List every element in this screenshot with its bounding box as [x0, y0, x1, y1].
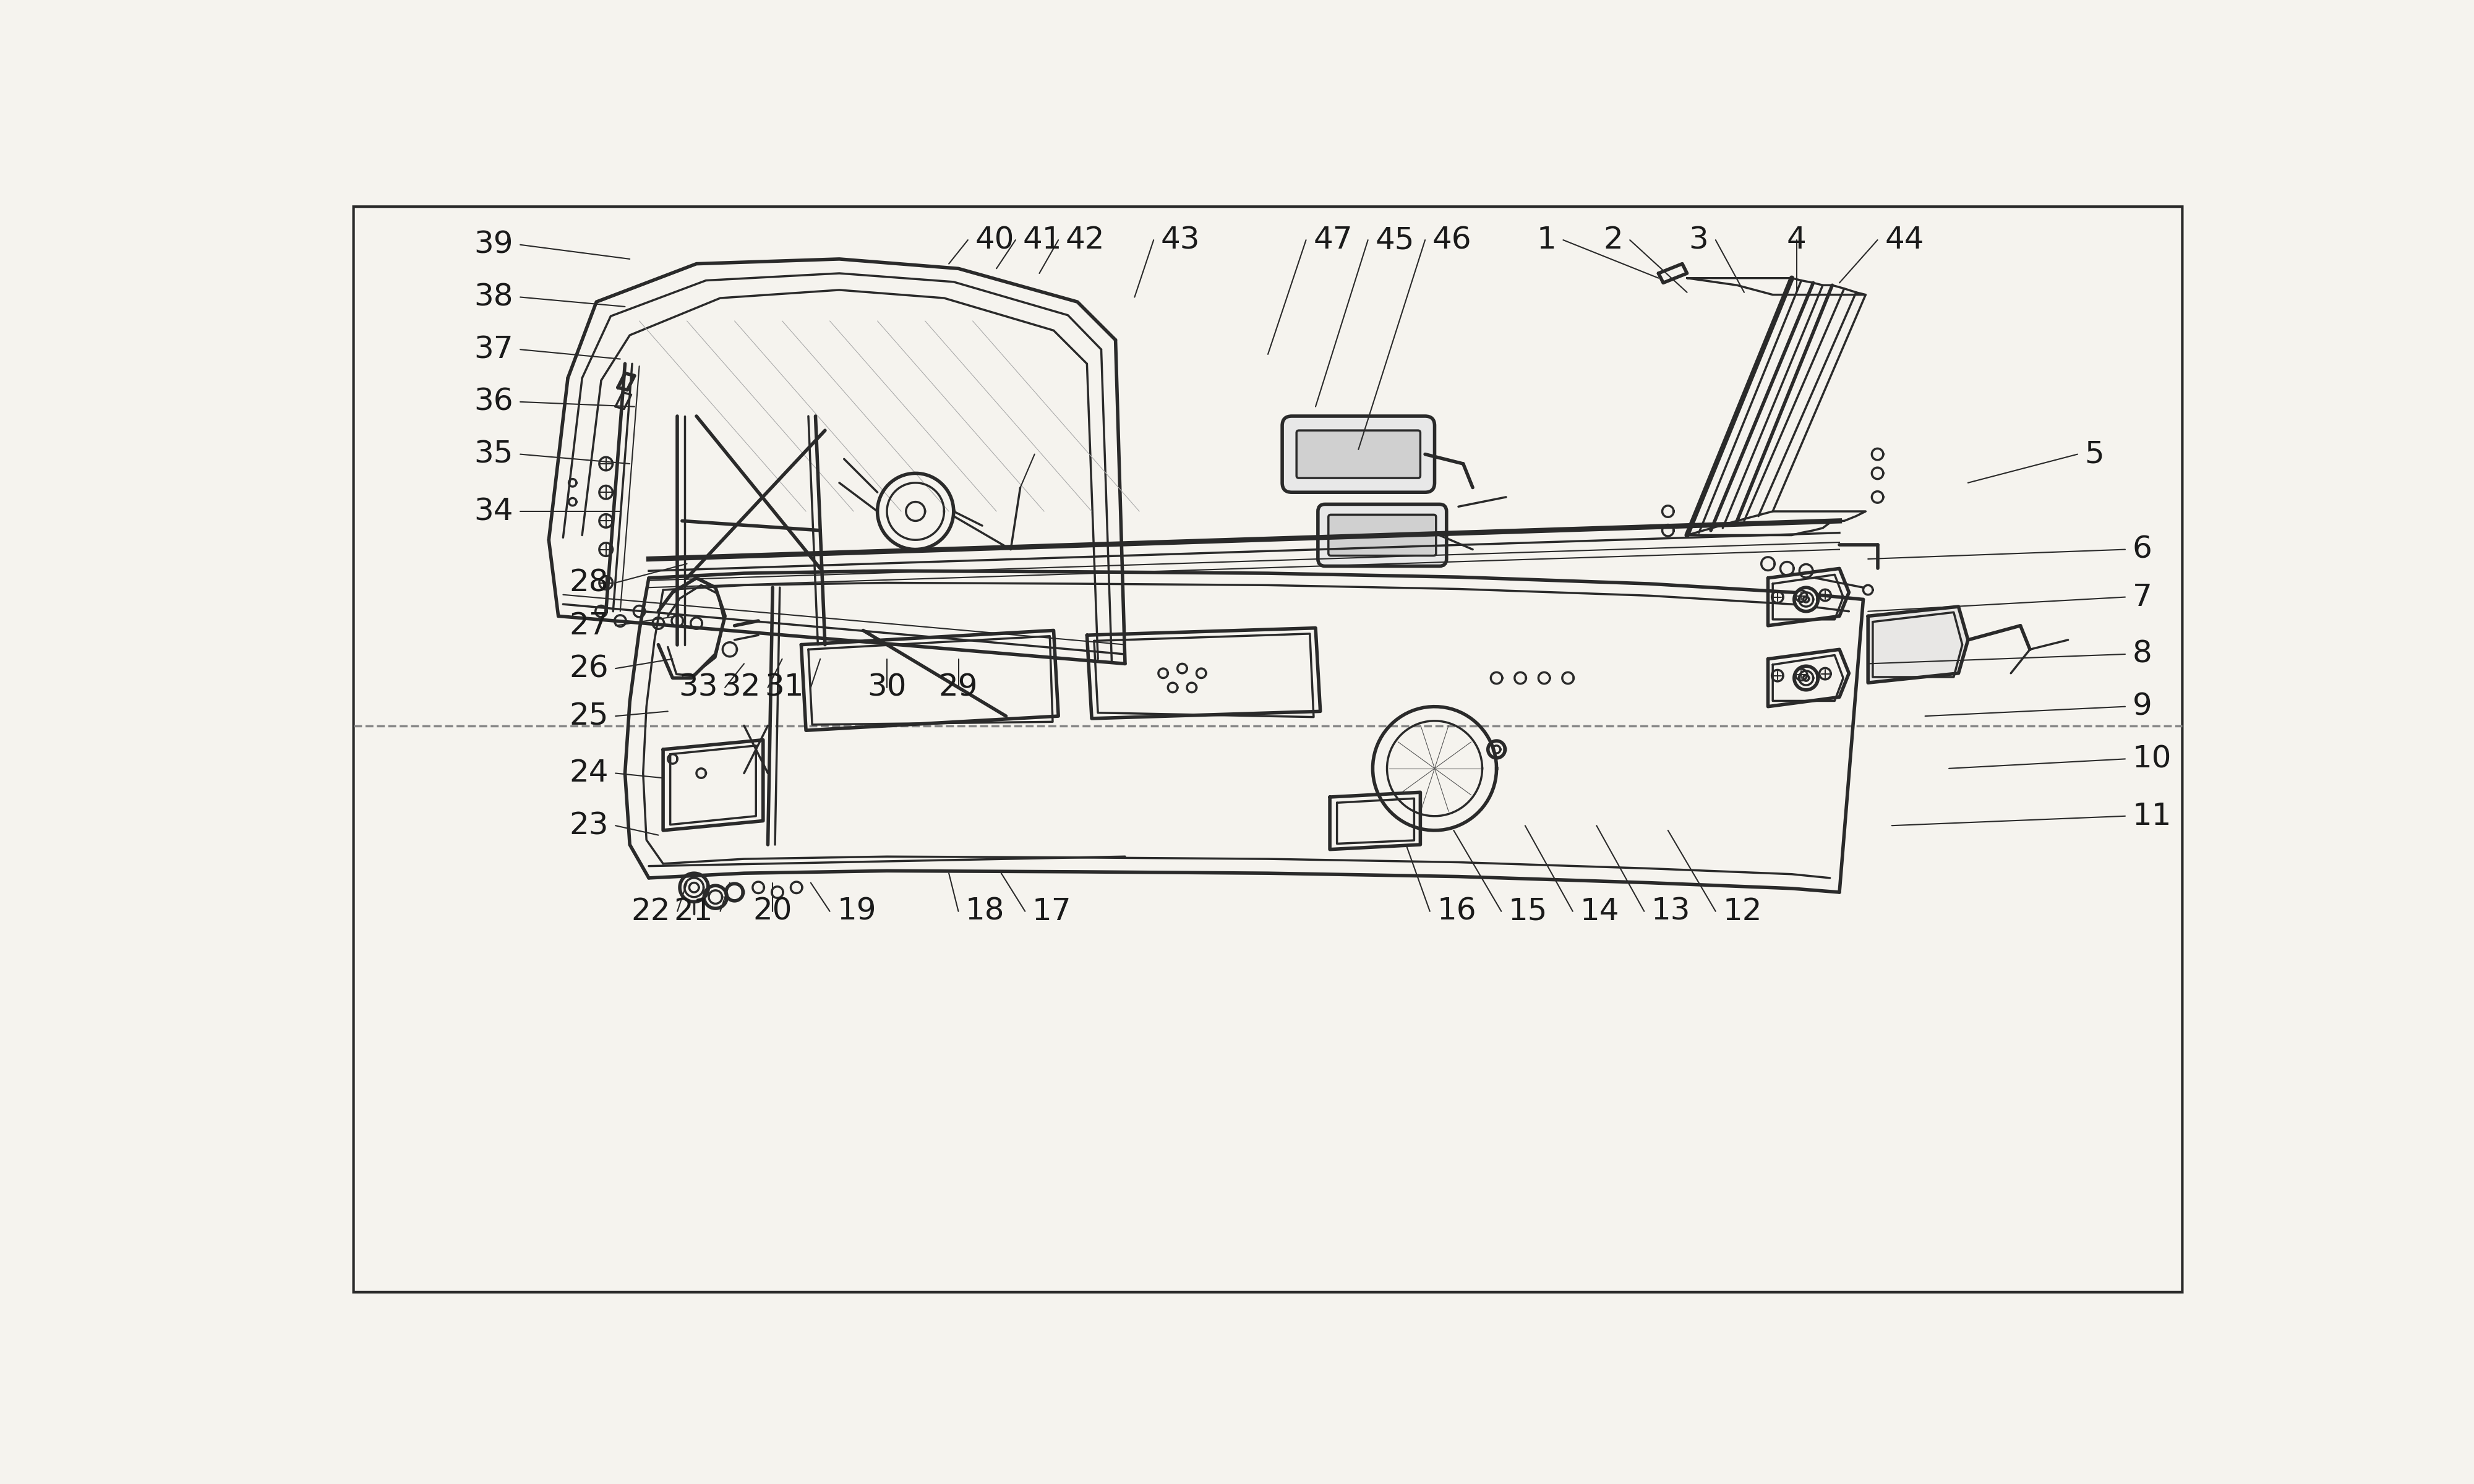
Text: 16: 16 [1437, 896, 1477, 926]
Text: 37: 37 [473, 334, 512, 364]
Polygon shape [1794, 588, 1818, 611]
Text: 18: 18 [965, 896, 1004, 926]
Text: 34: 34 [475, 497, 512, 527]
FancyBboxPatch shape [1329, 515, 1435, 555]
Text: 8: 8 [2133, 640, 2152, 669]
Text: 21: 21 [673, 896, 713, 926]
Text: 25: 25 [569, 702, 609, 732]
Text: 15: 15 [1509, 896, 1549, 926]
Text: 36: 36 [473, 387, 512, 417]
Text: 7: 7 [2133, 582, 2152, 611]
Text: 1: 1 [1536, 226, 1556, 255]
Text: 41: 41 [1022, 226, 1061, 255]
Text: 28: 28 [569, 568, 609, 598]
Polygon shape [1868, 607, 1967, 683]
Text: 33: 33 [678, 672, 717, 702]
Text: 3: 3 [1690, 226, 1710, 255]
Text: 40: 40 [975, 226, 1014, 255]
Text: 14: 14 [1581, 896, 1618, 926]
Text: 26: 26 [569, 653, 609, 683]
Text: 32: 32 [722, 672, 760, 702]
Text: 17: 17 [1032, 896, 1071, 926]
Text: 6: 6 [2133, 534, 2152, 564]
Text: 22: 22 [631, 896, 670, 926]
Text: 38: 38 [475, 282, 512, 312]
Text: 47: 47 [1314, 226, 1353, 255]
Text: 4: 4 [1786, 226, 1806, 255]
Text: 45: 45 [1376, 226, 1415, 255]
Text: 46: 46 [1432, 226, 1472, 255]
Text: 42: 42 [1066, 226, 1106, 255]
Text: 5: 5 [2086, 439, 2105, 469]
Text: 2: 2 [1603, 226, 1623, 255]
Text: 31: 31 [764, 672, 804, 702]
Text: 24: 24 [569, 758, 609, 788]
Text: 23: 23 [569, 810, 609, 840]
Text: 35: 35 [475, 439, 512, 469]
Text: 9: 9 [2133, 692, 2152, 721]
FancyBboxPatch shape [1296, 430, 1420, 478]
Text: 29: 29 [938, 672, 977, 702]
Text: 39: 39 [475, 230, 512, 260]
Text: 30: 30 [868, 672, 905, 702]
Text: 44: 44 [1885, 226, 1925, 255]
Text: 19: 19 [836, 896, 876, 926]
Polygon shape [1794, 666, 1818, 690]
FancyBboxPatch shape [354, 206, 2182, 1293]
Text: 11: 11 [2133, 801, 2172, 831]
Text: 12: 12 [1722, 896, 1761, 926]
FancyBboxPatch shape [1282, 416, 1435, 493]
Text: 20: 20 [752, 896, 792, 926]
Text: 43: 43 [1160, 226, 1200, 255]
Text: 13: 13 [1650, 896, 1690, 926]
Text: 27: 27 [569, 611, 609, 641]
Text: 10: 10 [2133, 743, 2172, 773]
FancyBboxPatch shape [1319, 505, 1447, 565]
